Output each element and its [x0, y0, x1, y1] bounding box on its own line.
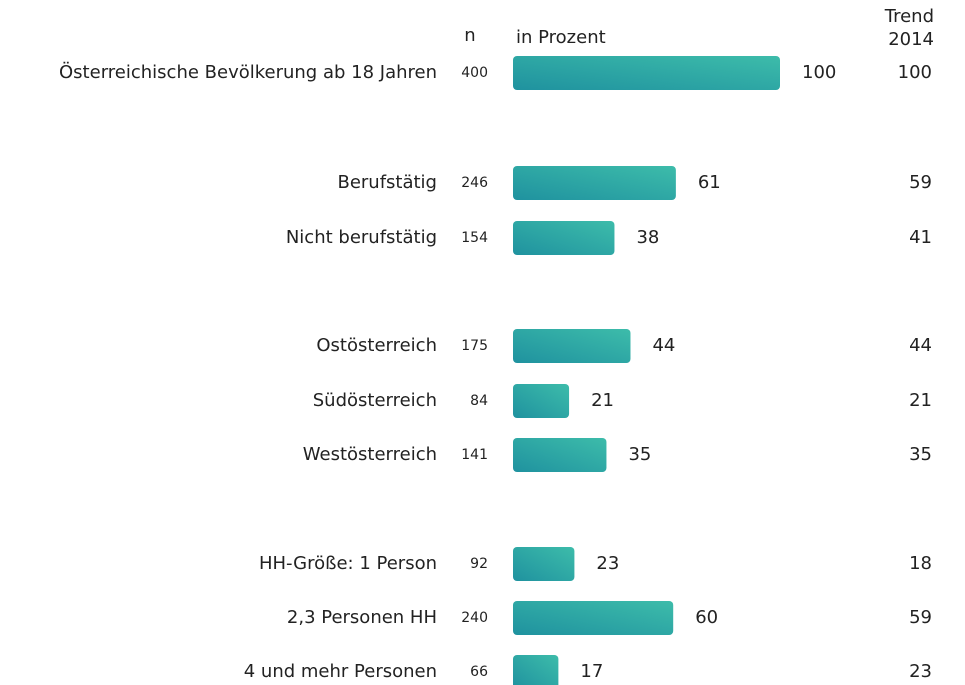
category-label: HH-Größe: 1 Person	[259, 553, 437, 574]
n-value: 84	[470, 393, 488, 409]
category-label: Nicht berufstätig	[286, 227, 437, 248]
trend-value: 100	[898, 62, 932, 83]
n-value: 240	[461, 610, 488, 626]
value-label: 44	[652, 335, 675, 356]
category-label: 4 und mehr Personen	[244, 661, 437, 682]
trend-value: 59	[909, 172, 932, 193]
value-label: 38	[636, 227, 659, 248]
value-header: in Prozent	[516, 27, 606, 48]
n-value: 141	[461, 447, 488, 463]
bar	[513, 384, 570, 418]
value-label: 23	[596, 553, 619, 574]
category-label: Südösterreich	[313, 390, 437, 411]
n-value: 246	[461, 175, 488, 191]
category-label: 2,3 Personen HH	[287, 607, 437, 628]
bar	[513, 166, 676, 200]
n-value: 66	[470, 664, 488, 680]
n-value: 92	[470, 556, 488, 572]
trend-value: 44	[909, 335, 932, 356]
value-label: 35	[628, 444, 651, 465]
trend-value: 18	[909, 553, 932, 574]
n-value: 154	[461, 230, 488, 246]
value-label: 60	[695, 607, 718, 628]
category-label: Ostösterreich	[316, 335, 437, 356]
value-label: 61	[698, 172, 721, 193]
category-label: Westösterreich	[303, 444, 437, 465]
trend-value: 21	[909, 390, 932, 411]
bar	[513, 547, 575, 581]
category-label: Berufstätig	[337, 172, 437, 193]
value-label: 100	[802, 62, 836, 83]
bar	[513, 438, 607, 472]
n-value: 400	[461, 65, 488, 81]
n-header: n	[464, 25, 475, 46]
bar	[513, 56, 780, 90]
trend-value: 23	[909, 661, 932, 682]
bar	[513, 601, 674, 635]
trend-value: 59	[909, 607, 932, 628]
value-label: 17	[580, 661, 603, 682]
bar	[513, 329, 631, 363]
bar	[513, 655, 559, 685]
bar	[513, 221, 615, 255]
value-label: 21	[591, 390, 614, 411]
trend-header: Trend	[884, 6, 934, 27]
trend-header: 2014	[888, 29, 934, 50]
trend-value: 35	[909, 444, 932, 465]
n-value: 175	[461, 338, 488, 354]
category-label: Österreichische Bevölkerung ab 18 Jahren	[59, 61, 437, 83]
trend-value: 41	[909, 227, 932, 248]
